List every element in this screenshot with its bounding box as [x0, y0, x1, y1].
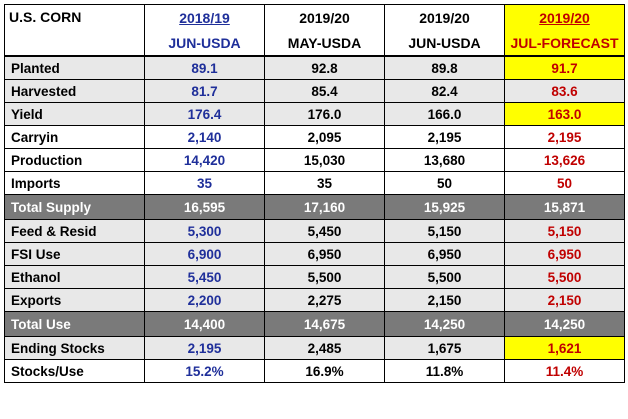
cell: 15.2%: [144, 359, 265, 383]
cell: 6,900: [144, 242, 265, 266]
col1-year-text: 2018/19: [179, 9, 230, 26]
cell: 163.0: [504, 102, 625, 126]
cell: 14,420: [144, 148, 265, 172]
row-label: Exports: [4, 288, 145, 312]
row-stocks-use: Stocks/Use 15.2% 16.9% 11.8% 11.4%: [4, 359, 625, 383]
row-carryin: Carryin 2,140 2,095 2,195 2,195: [4, 125, 625, 149]
cell: 16,595: [144, 194, 265, 220]
col3-source: JUN-USDA: [384, 30, 505, 57]
row-feed-resid: Feed & Resid 5,300 5,450 5,150 5,150: [4, 219, 625, 243]
header-row-sources: JUN-USDA MAY-USDA JUN-USDA JUL-FORECAST: [5, 30, 625, 57]
cell: 15,925: [384, 194, 505, 220]
row-yield: Yield 176.4 176.0 166.0 163.0: [4, 102, 625, 126]
col2-year: 2019/20: [264, 4, 385, 30]
cell: 5,500: [504, 265, 625, 289]
cell: 14,250: [504, 311, 625, 337]
cell: 5,450: [144, 265, 265, 289]
cell: 2,140: [144, 125, 265, 149]
cell: 11.4%: [504, 359, 625, 383]
cell: 2,150: [384, 288, 505, 312]
cell: 5,300: [144, 219, 265, 243]
cell: 89.8: [384, 55, 505, 80]
cell: 91.7: [504, 55, 625, 80]
cell: 85.4: [264, 79, 385, 103]
cell: 81.7: [144, 79, 265, 103]
cell: 15,871: [504, 194, 625, 220]
cell: 14,400: [144, 311, 265, 337]
cell: 2,195: [384, 125, 505, 149]
cell: 17,160: [264, 194, 385, 220]
row-label: Yield: [4, 102, 145, 126]
row-label: Carryin: [4, 125, 145, 149]
col4-source: JUL-FORECAST: [504, 30, 625, 57]
cell: 82.4: [384, 79, 505, 103]
cell: 13,626: [504, 148, 625, 172]
cell: 6,950: [384, 242, 505, 266]
corn-balance-table: U.S. CORN 2018/19 2019/20 2019/20 2019/2…: [4, 4, 625, 383]
cell: 89.1: [144, 55, 265, 80]
cell: 2,095: [264, 125, 385, 149]
cell: 5,500: [264, 265, 385, 289]
row-label: Planted: [4, 55, 145, 80]
cell: 13,680: [384, 148, 505, 172]
cell: 176.4: [144, 102, 265, 126]
cell: 50: [384, 171, 505, 195]
cell: 5,150: [384, 219, 505, 243]
row-total-use: Total Use 14,400 14,675 14,250 14,250: [4, 311, 625, 337]
row-label: Imports: [4, 171, 145, 195]
cell: 1,621: [504, 336, 625, 360]
cell: 2,200: [144, 288, 265, 312]
cell: 5,150: [504, 219, 625, 243]
cell: 2,150: [504, 288, 625, 312]
cell: 14,675: [264, 311, 385, 337]
row-fsi-use: FSI Use 6,900 6,950 6,950 6,950: [4, 242, 625, 266]
cell: 6,950: [504, 242, 625, 266]
cell: 92.8: [264, 55, 385, 80]
cell: 15,030: [264, 148, 385, 172]
row-imports: Imports 35 35 50 50: [4, 171, 625, 195]
row-label: Stocks/Use: [4, 359, 145, 383]
row-exports: Exports 2,200 2,275 2,150 2,150: [4, 288, 625, 312]
corn-balance-table-container: U.S. CORN 2018/19 2019/20 2019/20 2019/2…: [4, 4, 625, 383]
cell: 2,485: [264, 336, 385, 360]
row-harvested: Harvested 81.7 85.4 82.4 83.6: [4, 79, 625, 103]
header-row-years: U.S. CORN 2018/19 2019/20 2019/20 2019/2…: [4, 4, 625, 56]
row-label: FSI Use: [4, 242, 145, 266]
row-label: Total Supply: [4, 194, 145, 220]
row-planted: Planted 89.1 92.8 89.8 91.7: [4, 55, 625, 80]
table-title: U.S. CORN: [4, 4, 145, 56]
row-ethanol: Ethanol 5,450 5,500 5,500 5,500: [4, 265, 625, 289]
cell: 2,195: [144, 336, 265, 360]
col3-year: 2019/20: [384, 4, 505, 30]
cell: 35: [264, 171, 385, 195]
row-production: Production 14,420 15,030 13,680 13,626: [4, 148, 625, 172]
row-ending-stocks: Ending Stocks 2,195 2,485 1,675 1,621: [4, 336, 625, 360]
row-label: Ethanol: [4, 265, 145, 289]
cell: 166.0: [384, 102, 505, 126]
cell: 5,450: [264, 219, 385, 243]
col1-year: 2018/19: [144, 4, 265, 30]
cell: 16.9%: [264, 359, 385, 383]
cell: 5,500: [384, 265, 505, 289]
cell: 35: [144, 171, 265, 195]
col2-source: MAY-USDA: [264, 30, 385, 57]
cell: 176.0: [264, 102, 385, 126]
cell: 11.8%: [384, 359, 505, 383]
row-label: Ending Stocks: [4, 336, 145, 360]
row-label: Feed & Resid: [4, 219, 145, 243]
cell: 83.6: [504, 79, 625, 103]
col4-year: 2019/20: [504, 4, 625, 30]
col1-source: JUN-USDA: [144, 30, 265, 57]
cell: 2,275: [264, 288, 385, 312]
cell: 6,950: [264, 242, 385, 266]
row-label: Total Use: [4, 311, 145, 337]
col4-year-text: 2019/20: [539, 9, 590, 26]
row-label: Harvested: [4, 79, 145, 103]
cell: 50: [504, 171, 625, 195]
cell: 1,675: [384, 336, 505, 360]
row-label: Production: [4, 148, 145, 172]
cell: 2,195: [504, 125, 625, 149]
cell: 14,250: [384, 311, 505, 337]
row-total-supply: Total Supply 16,595 17,160 15,925 15,871: [4, 194, 625, 220]
